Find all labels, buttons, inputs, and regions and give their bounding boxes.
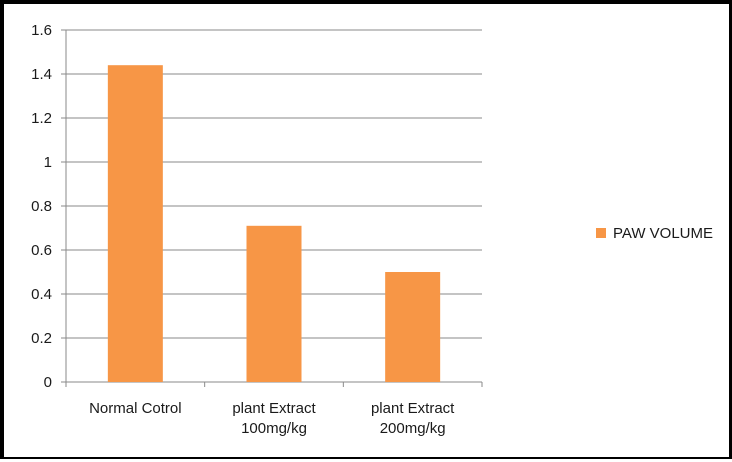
tick-labels: 0 0.2 0.4 0.6 0.8 1 1.2 1.4 1.6 Normal Cotrol plan… (31, 22, 455, 437)
y-tick-label: 0.2 (31, 330, 52, 347)
x-tick-label: 100mg/kg (241, 420, 307, 437)
bars (107, 65, 441, 382)
y-tick-label: 0 (44, 374, 52, 391)
bar-chart: 0 0.2 0.4 0.6 0.8 1 1.2 1.4 1.6 Normal Cotrol plan… (31, 22, 713, 437)
legend: PAW VOLUME (596, 225, 713, 242)
y-tick-label: 0.4 (31, 286, 52, 303)
y-tick-label: 0.8 (31, 198, 52, 215)
bar (246, 225, 302, 382)
bar (107, 65, 163, 382)
y-tick-label: 1.6 (31, 22, 52, 39)
x-tick-label: plant Extract (371, 400, 455, 417)
legend-swatch-paw-volume (596, 228, 606, 238)
y-tick-label: 1.4 (31, 66, 52, 83)
x-tick-label: 200mg/kg (380, 420, 446, 437)
x-tick-label: plant Extract (232, 400, 316, 417)
bar (385, 272, 441, 382)
y-tick-label: 0.6 (31, 242, 52, 259)
x-tick-label: Normal Cotrol (89, 400, 182, 417)
y-tick-label: 1.2 (31, 110, 52, 127)
legend-label-paw-volume: PAW VOLUME (613, 225, 713, 242)
y-tick-label: 1 (44, 154, 52, 171)
